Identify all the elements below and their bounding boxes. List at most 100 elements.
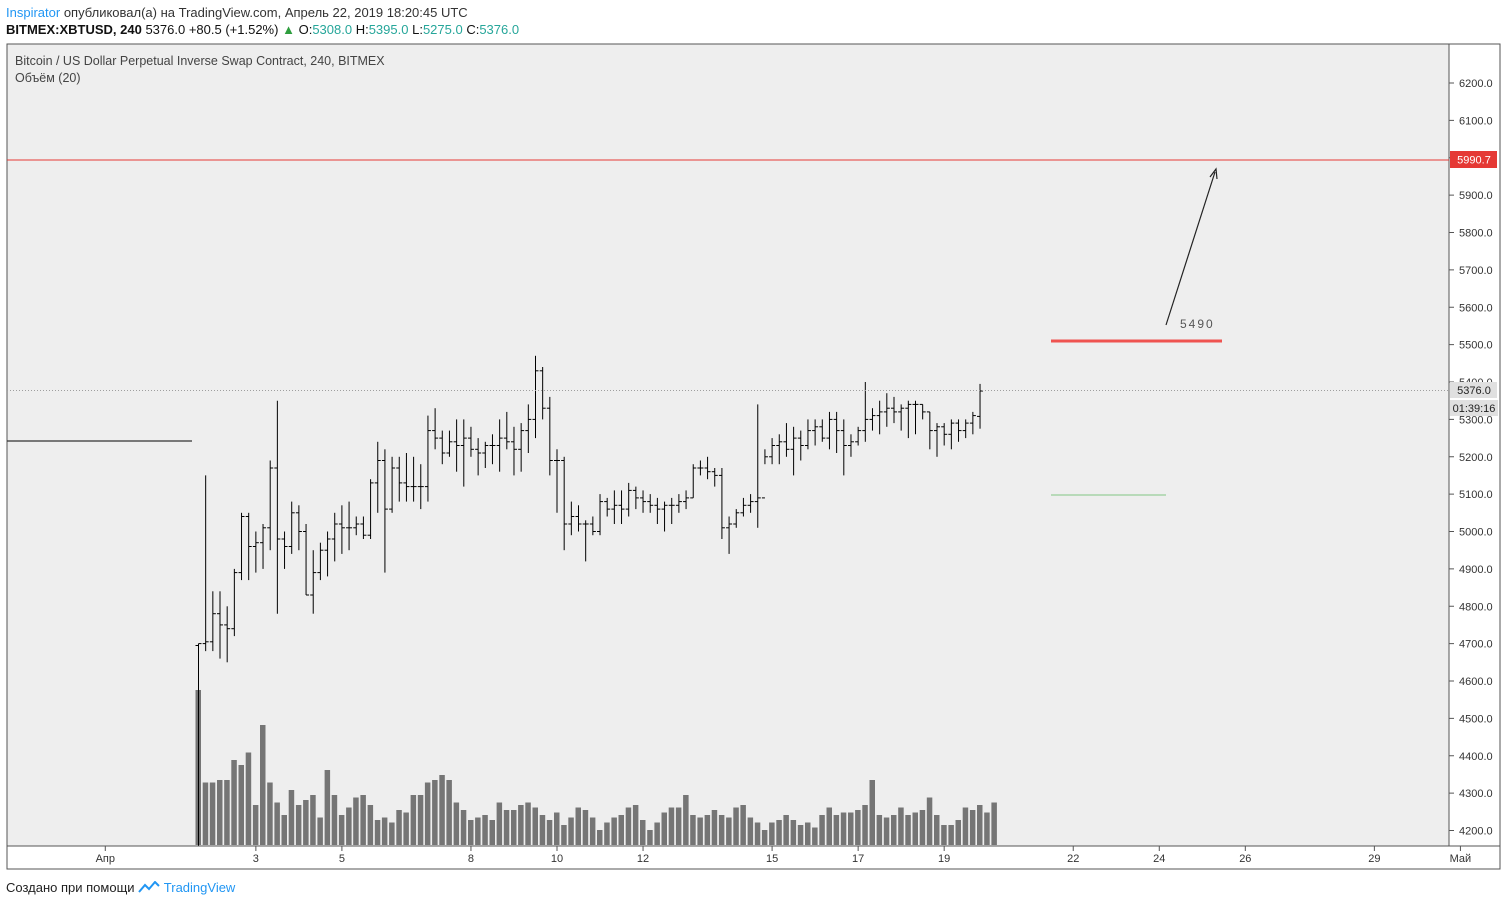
ohlc-bar[interactable] bbox=[360, 516, 367, 540]
ohlc-bar[interactable] bbox=[754, 404, 761, 528]
ohlc-bar[interactable] bbox=[303, 524, 310, 596]
ohlc-bar[interactable] bbox=[962, 419, 969, 439]
ohlc-bar[interactable] bbox=[482, 441, 489, 468]
ohlc-bar[interactable] bbox=[260, 524, 267, 569]
ohlc-bar[interactable] bbox=[432, 408, 439, 450]
ohlc-bar[interactable] bbox=[439, 430, 446, 465]
ohlc-bar[interactable] bbox=[876, 400, 883, 435]
ohlc-bar[interactable] bbox=[453, 419, 460, 472]
ohlc-bar[interactable] bbox=[912, 400, 919, 435]
ohlc-bar[interactable] bbox=[826, 411, 833, 450]
ohlc-bar[interactable] bbox=[926, 411, 933, 450]
ohlc-bar[interactable] bbox=[245, 512, 252, 581]
ohlc-bar[interactable] bbox=[310, 550, 317, 614]
ohlc-bar[interactable] bbox=[224, 606, 231, 663]
ohlc-bar[interactable] bbox=[718, 468, 725, 539]
ohlc-bar[interactable] bbox=[525, 404, 532, 453]
ohlc-bar[interactable] bbox=[604, 497, 611, 517]
ohlc-bar[interactable] bbox=[869, 408, 876, 431]
ohlc-bar[interactable] bbox=[919, 403, 926, 420]
ohlc-bar[interactable] bbox=[812, 419, 819, 446]
ohlc-bar[interactable] bbox=[690, 464, 697, 499]
author-link[interactable]: Inspirator bbox=[6, 5, 61, 20]
ohlc-bar[interactable] bbox=[661, 501, 668, 532]
ohlc-bar[interactable] bbox=[948, 419, 955, 450]
ohlc-bar[interactable] bbox=[862, 382, 869, 442]
ohlc-bar[interactable] bbox=[819, 419, 826, 442]
ohlc-bar[interactable] bbox=[675, 494, 682, 513]
ohlc-bar[interactable] bbox=[618, 490, 625, 524]
ohlc-bar[interactable] bbox=[546, 396, 553, 476]
ohlc-bar[interactable] bbox=[704, 456, 711, 480]
ohlc-bar[interactable] bbox=[238, 512, 245, 581]
ohlc-bar[interactable] bbox=[539, 367, 546, 420]
ohlc-bar[interactable] bbox=[747, 494, 754, 513]
ohlc-bar[interactable] bbox=[389, 456, 396, 513]
ohlc-bar[interactable] bbox=[417, 464, 424, 510]
ohlc-bar[interactable] bbox=[969, 411, 976, 435]
ohlc-bar[interactable] bbox=[761, 449, 768, 499]
ohlc-bar[interactable] bbox=[209, 591, 216, 652]
ohlc-bar[interactable] bbox=[790, 426, 797, 476]
ohlc-bar[interactable] bbox=[410, 456, 417, 502]
ohlc-bar[interactable] bbox=[324, 531, 331, 577]
ohlc-bar[interactable] bbox=[510, 426, 517, 476]
ohlc-bar[interactable] bbox=[338, 505, 345, 554]
ohlc-bar[interactable] bbox=[711, 468, 718, 487]
ohlc-bar[interactable] bbox=[776, 434, 783, 465]
ohlc-bar[interactable] bbox=[281, 531, 288, 569]
ohlc-bar[interactable] bbox=[568, 501, 575, 536]
ohlc-bar[interactable] bbox=[467, 426, 474, 457]
ohlc-bar[interactable] bbox=[797, 430, 804, 461]
ohlc-bar[interactable] bbox=[575, 505, 582, 532]
ohlc-bar[interactable] bbox=[934, 423, 941, 457]
ohlc-bar[interactable] bbox=[941, 423, 948, 446]
ohlc-bar[interactable] bbox=[367, 479, 374, 539]
ohlc-bar[interactable] bbox=[804, 419, 811, 450]
ohlc-bar[interactable] bbox=[503, 411, 510, 450]
ohlc-bar[interactable] bbox=[561, 456, 568, 551]
ohlc-bar[interactable] bbox=[496, 419, 503, 472]
ohlc-bar[interactable] bbox=[898, 404, 905, 431]
ohlc-bar[interactable] bbox=[632, 486, 639, 510]
ohlc-bar[interactable] bbox=[589, 516, 596, 536]
ohlc-bar[interactable] bbox=[532, 355, 539, 439]
price-axis[interactable] bbox=[1448, 43, 1501, 847]
ohlc-bar[interactable] bbox=[518, 423, 525, 472]
tradingview-brand[interactable]: TradingView bbox=[163, 880, 236, 895]
ohlc-bar[interactable] bbox=[611, 490, 618, 524]
ohlc-bar[interactable] bbox=[654, 497, 661, 524]
ohlc-bar[interactable] bbox=[733, 509, 740, 528]
ohlc-bar[interactable] bbox=[883, 393, 890, 427]
ohlc-bar[interactable] bbox=[460, 419, 467, 487]
ohlc-bar[interactable] bbox=[217, 591, 224, 659]
ohlc-bar[interactable] bbox=[475, 438, 482, 476]
ohlc-bar[interactable] bbox=[647, 494, 654, 513]
ohlc-bar[interactable] bbox=[668, 497, 675, 524]
ohlc-bar[interactable] bbox=[195, 643, 202, 846]
ohlc-bar[interactable] bbox=[640, 490, 647, 513]
time-axis[interactable] bbox=[6, 845, 1501, 870]
ohlc-bar[interactable] bbox=[274, 400, 281, 614]
ohlc-bar[interactable] bbox=[726, 516, 733, 554]
ohlc-bar[interactable] bbox=[905, 400, 912, 439]
ohlc-bar[interactable] bbox=[697, 460, 704, 476]
ohlc-bar[interactable] bbox=[317, 542, 324, 581]
ohlc-bar[interactable] bbox=[977, 383, 984, 429]
arrow-annotation[interactable] bbox=[1165, 167, 1218, 326]
ohlc-bar[interactable] bbox=[231, 568, 238, 637]
ohlc-bar[interactable] bbox=[833, 411, 840, 453]
ohlc-bar[interactable] bbox=[288, 501, 295, 554]
ohlc-bar[interactable] bbox=[489, 434, 496, 465]
ohlc-bar[interactable] bbox=[625, 482, 632, 517]
ohlc-bar[interactable] bbox=[396, 456, 403, 502]
ohlc-bar[interactable] bbox=[582, 520, 589, 562]
ohlc-bar[interactable] bbox=[353, 516, 360, 536]
ohlc-bar[interactable] bbox=[374, 441, 381, 513]
ohlc-bar[interactable] bbox=[783, 423, 790, 457]
ohlc-bar[interactable] bbox=[446, 430, 453, 457]
ohlc-bar[interactable] bbox=[847, 434, 854, 457]
ohlc-bar[interactable] bbox=[252, 531, 259, 573]
ohlc-bar[interactable] bbox=[381, 449, 388, 573]
